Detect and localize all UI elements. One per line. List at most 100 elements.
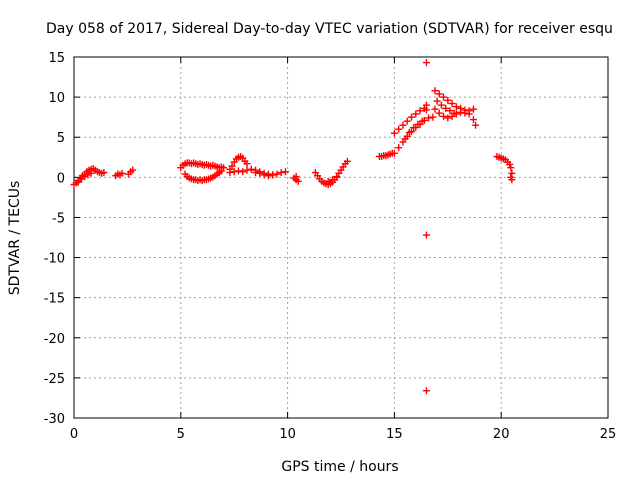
data-point (324, 177, 332, 185)
data-point (506, 160, 514, 168)
data-point (452, 103, 460, 111)
y-tick-label: 10 (48, 91, 65, 106)
data-point (74, 178, 82, 186)
data-point (461, 109, 469, 117)
data-point (422, 59, 430, 67)
data-point (469, 105, 477, 113)
data-point (414, 120, 422, 128)
data-point (431, 105, 439, 113)
data-point (446, 107, 454, 115)
x-axis-label: GPS time / hours (281, 459, 398, 475)
data-point (252, 169, 260, 177)
data-point (260, 171, 268, 179)
data-point (294, 177, 302, 185)
data-point (422, 106, 430, 114)
data-point (444, 114, 452, 122)
data-point (401, 135, 409, 143)
data-point (399, 121, 407, 129)
data-point (442, 104, 450, 112)
data-point (87, 169, 95, 177)
data-point (431, 87, 439, 95)
data-point (333, 173, 341, 181)
data-point (425, 114, 433, 122)
data-points (70, 59, 516, 395)
data-point (403, 117, 411, 125)
data-point (405, 128, 413, 136)
data-point (429, 113, 437, 121)
data-point (281, 168, 289, 176)
data-point (422, 231, 430, 239)
data-point (273, 170, 281, 178)
x-tick-label: 15 (386, 427, 403, 442)
y-tick-label: -30 (44, 412, 65, 427)
plot-frame (73, 56, 609, 419)
data-point (435, 109, 443, 117)
data-point (292, 173, 300, 181)
data-point (412, 110, 420, 118)
y-tick-label: -15 (44, 292, 65, 307)
y-tick-label: 15 (48, 51, 65, 66)
chart-title: Day 058 of 2017, Sidereal Day-to-day VTE… (46, 21, 613, 37)
y-tick-label: -20 (44, 332, 65, 347)
data-point (226, 169, 234, 177)
data-point (410, 124, 418, 132)
x-tick-label: 20 (493, 427, 510, 442)
data-point (437, 101, 445, 109)
data-point (81, 173, 89, 181)
data-point (435, 90, 443, 98)
data-point (269, 171, 277, 179)
data-point (422, 387, 430, 395)
data-point (264, 172, 272, 180)
data-point (508, 176, 516, 184)
data-point (228, 162, 236, 170)
data-point (217, 167, 225, 175)
x-tick-label: 25 (600, 427, 617, 442)
axis-ticks (73, 56, 609, 419)
data-point (395, 144, 403, 152)
data-point (433, 97, 441, 105)
data-point (129, 166, 137, 174)
data-point (234, 167, 242, 175)
data-point (450, 109, 458, 117)
x-tick-label: 5 (177, 427, 185, 442)
y-tick-label: 0 (57, 171, 65, 186)
data-point (508, 169, 516, 177)
data-point (444, 96, 452, 104)
data-point (343, 157, 351, 165)
data-point (390, 129, 398, 137)
data-point (472, 121, 480, 129)
data-point (243, 160, 251, 168)
data-point (440, 93, 448, 101)
data-point (328, 176, 336, 184)
data-point (465, 110, 473, 118)
data-point (407, 113, 415, 121)
data-point (118, 169, 126, 177)
data-point (247, 165, 255, 173)
y-tick-label: -10 (44, 252, 65, 267)
data-point (457, 108, 465, 116)
data-point (390, 149, 398, 157)
data-point (243, 166, 251, 174)
x-tick-label: 0 (70, 427, 78, 442)
y-tick-label: -25 (44, 372, 65, 387)
data-point (395, 125, 403, 133)
data-point (230, 168, 238, 176)
data-point (277, 169, 285, 177)
data-point (440, 112, 448, 120)
x-tick-label: 10 (279, 427, 296, 442)
data-point (507, 164, 515, 172)
grid (74, 57, 608, 418)
y-axis-label: SDTVAR / TECUs (7, 181, 23, 296)
data-point (256, 169, 264, 177)
data-point (418, 117, 426, 125)
tick-labels: 0 5 10 15 20 25 -30 -25 -20 -15 -10 -5 0 5 10 15 (44, 51, 617, 442)
y-tick-label: 5 (57, 131, 65, 146)
data-point (239, 168, 247, 176)
data-point (416, 107, 424, 115)
data-point (448, 100, 456, 108)
data-point (100, 169, 108, 177)
y-tick-label: -5 (52, 211, 65, 226)
data-point (84, 171, 92, 179)
data-point (469, 116, 477, 124)
